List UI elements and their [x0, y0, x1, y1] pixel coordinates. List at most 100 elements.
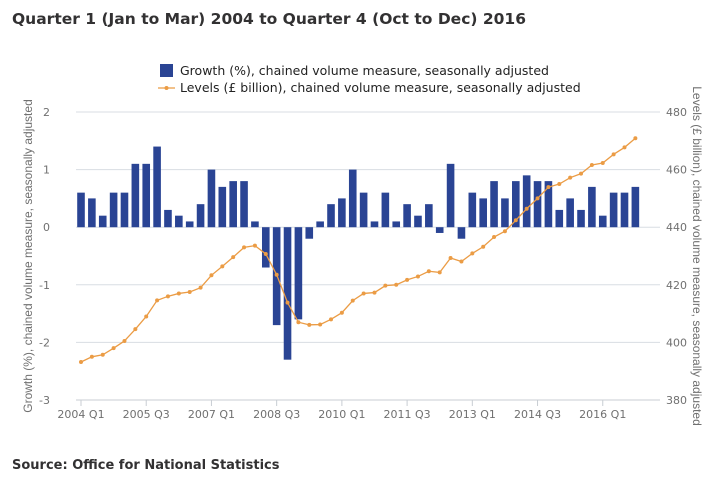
growth-bar	[218, 186, 227, 228]
levels-point	[622, 145, 627, 150]
y-left-tick-label: 0	[43, 221, 50, 234]
levels-point	[600, 160, 605, 165]
y-right-tick-label: 440	[666, 221, 687, 234]
growth-bar	[175, 215, 183, 228]
levels-point	[459, 259, 464, 264]
y-left-tick-label: 2	[43, 106, 50, 119]
growth-bar	[348, 169, 357, 228]
growth-bar	[414, 215, 422, 228]
growth-bar	[164, 209, 172, 228]
legend-swatch-growth	[160, 64, 173, 77]
growth-bar	[316, 221, 324, 228]
levels-point	[122, 338, 127, 343]
levels-point	[448, 256, 453, 261]
growth-bar	[261, 227, 270, 268]
levels-point	[633, 136, 638, 141]
growth-bar	[120, 192, 129, 228]
x-tick-label: 2004 Q1	[57, 408, 104, 421]
levels-point	[361, 291, 366, 296]
x-tick-label: 2016 Q1	[579, 408, 626, 421]
growth-bar	[403, 204, 411, 228]
growth-bar	[468, 192, 477, 228]
levels-point	[242, 245, 247, 250]
y-right-tick-label: 460	[666, 164, 687, 177]
levels-point	[133, 327, 138, 332]
y-left-tick-label: -2	[39, 336, 50, 349]
growth-bar	[98, 215, 107, 228]
source-note: Source: Office for National Statistics	[12, 458, 280, 473]
growth-bar	[566, 198, 574, 228]
growth-bar	[88, 198, 96, 228]
levels-point	[339, 310, 344, 315]
growth-bar	[229, 181, 237, 228]
x-tick-label: 2014 Q3	[514, 408, 561, 421]
growth-bar	[327, 204, 335, 228]
levels-point	[252, 243, 257, 248]
levels-point	[502, 229, 507, 234]
legend-swatch-levels-point	[164, 86, 169, 90]
levels-point	[394, 282, 399, 287]
growth-bar	[392, 221, 401, 228]
growth-bar	[435, 227, 444, 233]
levels-point	[611, 152, 616, 157]
levels-point	[155, 298, 160, 303]
levels-point	[274, 272, 279, 277]
growth-bar	[598, 215, 607, 228]
y-right-tick-label: 480	[666, 106, 687, 119]
growth-bar	[446, 163, 455, 228]
levels-point	[372, 290, 377, 295]
y-left-tick-label: -1	[39, 279, 50, 292]
growth-bar	[522, 175, 531, 228]
growth-bar	[294, 227, 303, 320]
levels-point	[198, 285, 203, 290]
levels-point	[383, 283, 388, 288]
growth-bar	[501, 198, 509, 228]
levels-point	[89, 354, 94, 359]
levels-line	[80, 137, 636, 363]
levels-point	[100, 352, 105, 357]
levels-point	[557, 182, 562, 186]
legend-label-growth: Growth (%), chained volume measure, seas…	[180, 63, 549, 78]
growth-bar	[251, 221, 259, 228]
levels-point	[318, 322, 323, 327]
growth-bar	[359, 192, 368, 228]
growth-bar	[479, 198, 487, 228]
levels-point	[263, 251, 268, 256]
y-left-tick-label: 1	[43, 164, 50, 177]
growth-bar	[153, 146, 161, 228]
levels-point	[231, 255, 236, 260]
growth-bar	[544, 181, 553, 228]
levels-point	[79, 359, 83, 364]
x-tick-label: 2013 Q1	[449, 408, 496, 421]
growth-bar	[533, 181, 542, 228]
levels-point	[437, 270, 442, 275]
levels-point	[589, 162, 594, 167]
levels-point	[405, 277, 410, 282]
growth-bar	[609, 192, 618, 228]
y-right-tick-label: 400	[666, 336, 687, 349]
levels-point	[426, 269, 431, 274]
legend-label-levels: Levels (£ billion), chained volume measu…	[180, 80, 581, 95]
y-left-tick-label: -3	[39, 394, 50, 407]
growth-bar	[588, 186, 596, 228]
levels-point	[470, 251, 475, 256]
levels-point	[415, 274, 420, 279]
x-tick-label: 2007 Q1	[188, 408, 235, 421]
levels-point	[568, 175, 573, 180]
y-right-tick-label: 420	[666, 279, 687, 292]
levels-point	[546, 185, 551, 190]
growth-bar	[283, 227, 292, 360]
levels-point	[307, 322, 312, 327]
growth-bar	[196, 204, 205, 228]
growth-bar	[425, 204, 433, 228]
growth-bar	[555, 209, 564, 228]
growth-bar	[77, 192, 85, 228]
growth-bar	[240, 181, 248, 228]
growth-bar	[631, 186, 640, 228]
growth-bar	[490, 181, 498, 228]
levels-point	[220, 264, 225, 269]
levels-point	[176, 291, 181, 296]
growth-bar	[131, 163, 140, 228]
growth-bar	[370, 221, 379, 228]
growth-bar	[577, 209, 585, 228]
